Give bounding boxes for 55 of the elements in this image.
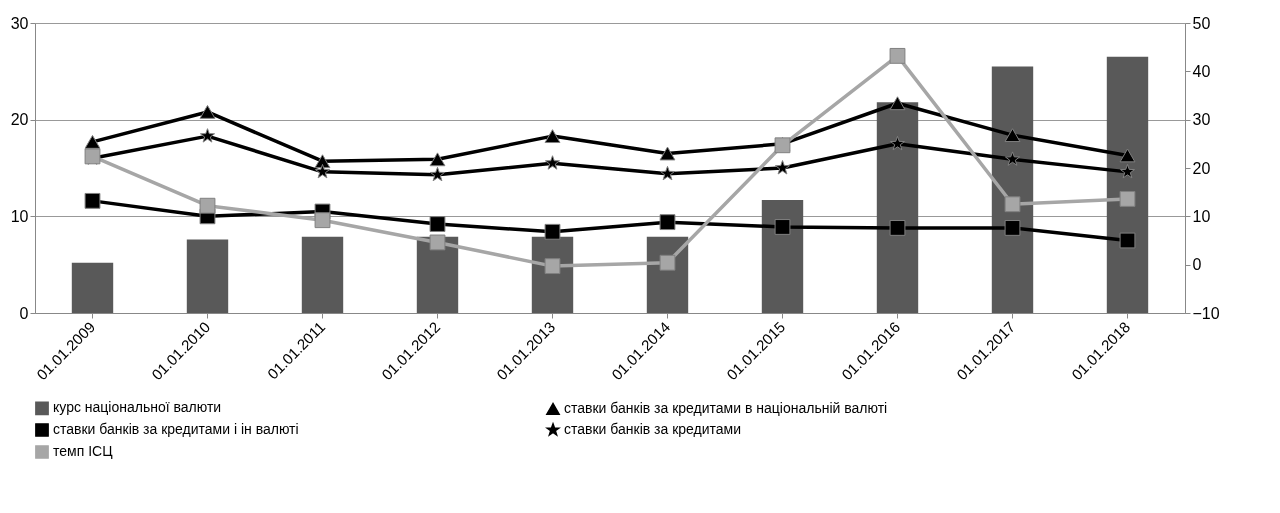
legend-label: ставки банків за кредитами і ін валюті <box>53 421 299 437</box>
point <box>544 223 561 240</box>
bar <box>71 262 114 313</box>
point <box>774 160 791 175</box>
point <box>199 128 216 143</box>
bar <box>301 236 344 313</box>
y2-tick-label: −10 <box>1192 304 1220 322</box>
point <box>659 254 676 271</box>
legend-label: ставки банків за кредитами в національній валюті <box>564 399 888 416</box>
point <box>659 165 676 181</box>
point <box>544 129 561 144</box>
point <box>1119 232 1136 249</box>
bar <box>876 102 919 313</box>
y2-tick-label: 30 <box>1192 111 1211 129</box>
point <box>889 220 906 236</box>
bar <box>1106 56 1149 313</box>
point <box>1119 191 1136 207</box>
point <box>1004 196 1021 213</box>
point <box>1119 163 1136 179</box>
y2-tick-label: 0 <box>1192 256 1202 274</box>
point <box>659 214 676 231</box>
y-tick-label: 20 <box>10 111 29 129</box>
point <box>1004 151 1021 166</box>
y-tick-label: 30 <box>10 14 29 32</box>
point <box>889 96 906 111</box>
y2-tick-label: 10 <box>1192 207 1211 225</box>
point <box>1004 128 1021 143</box>
y-tick-label: 0 <box>19 304 29 322</box>
legend-label: курс національної валюти <box>53 399 222 416</box>
bar <box>186 239 229 313</box>
point <box>774 219 791 235</box>
legend-label: ставки банків за кредитами <box>564 421 742 437</box>
point <box>659 146 676 161</box>
point <box>889 135 906 151</box>
point <box>1004 220 1021 236</box>
legend-label: темп ІСЦ <box>53 443 114 459</box>
point <box>84 192 101 209</box>
point <box>1119 148 1136 163</box>
point <box>429 152 446 167</box>
y2-tick-label: 50 <box>1192 14 1211 32</box>
point <box>889 47 906 64</box>
point <box>199 197 216 214</box>
y-tick-label: 10 <box>10 207 29 225</box>
point <box>429 166 446 182</box>
y2-tick-label: 40 <box>1192 62 1211 80</box>
bar <box>761 199 804 313</box>
point <box>314 163 331 179</box>
point <box>314 212 331 229</box>
y2-tick-label: 20 <box>1192 159 1211 177</box>
point <box>544 258 561 275</box>
point <box>84 134 101 149</box>
point <box>544 155 561 170</box>
point <box>199 105 216 119</box>
point <box>429 234 446 251</box>
point <box>429 216 446 232</box>
